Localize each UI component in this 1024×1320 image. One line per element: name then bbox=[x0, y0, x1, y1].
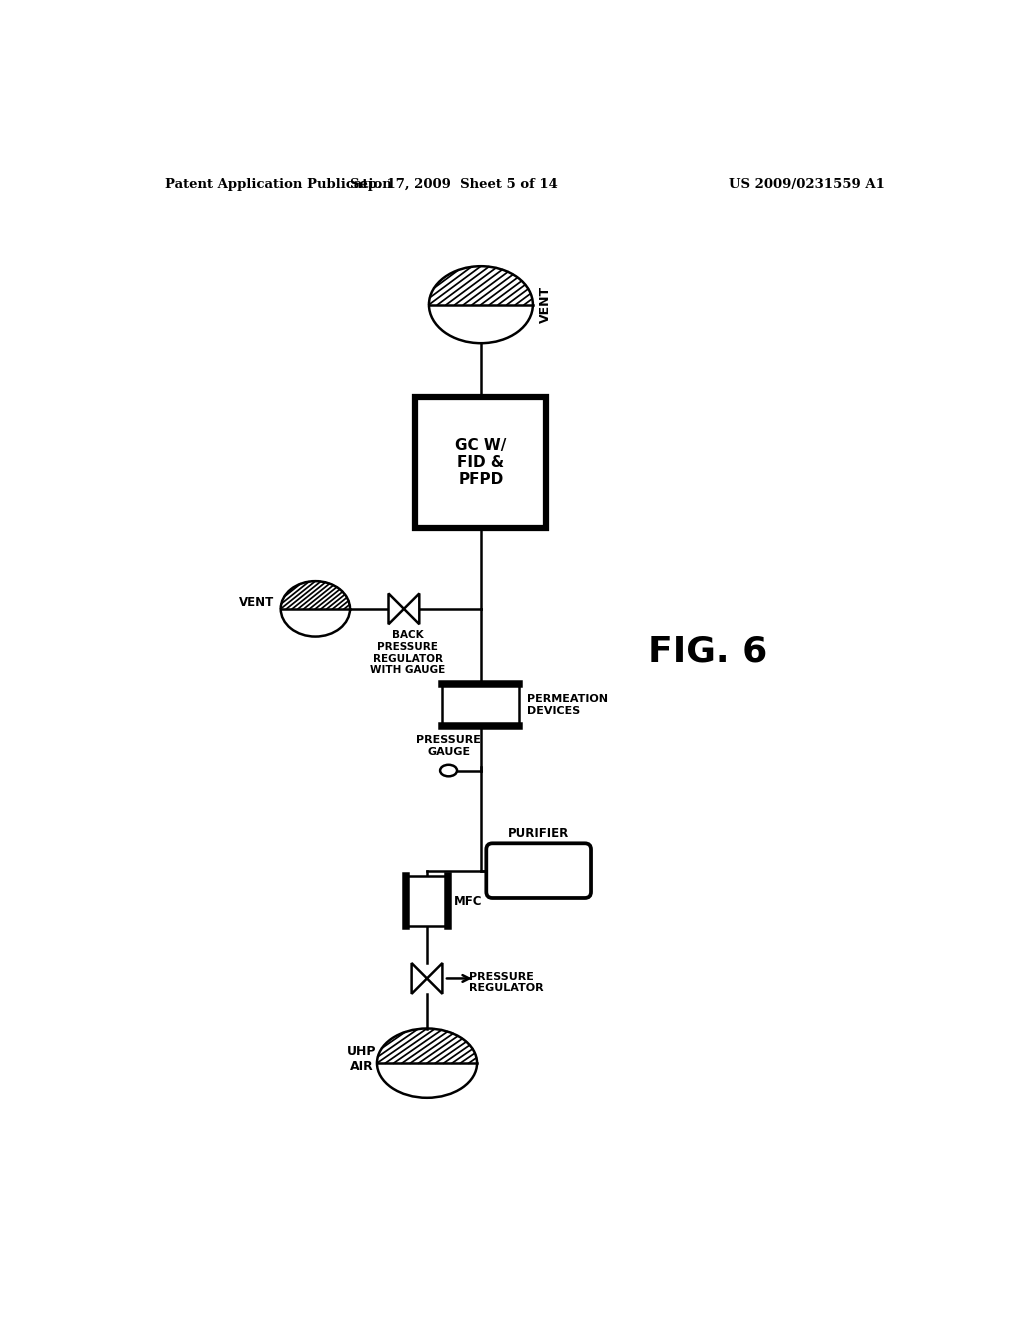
Bar bbox=[416, 397, 547, 528]
Bar bbox=[406, 876, 449, 927]
Text: GC W/
FID &
PFPD: GC W/ FID & PFPD bbox=[456, 438, 507, 487]
Text: VENT: VENT bbox=[240, 597, 274, 610]
Polygon shape bbox=[388, 594, 403, 624]
Text: MFC: MFC bbox=[455, 895, 483, 908]
Text: PRESSURE
REGULATOR: PRESSURE REGULATOR bbox=[469, 972, 544, 993]
Text: Sep. 17, 2009  Sheet 5 of 14: Sep. 17, 2009 Sheet 5 of 14 bbox=[350, 178, 558, 190]
Text: BACK
PRESSURE
REGULATOR
WITH GAUGE: BACK PRESSURE REGULATOR WITH GAUGE bbox=[370, 631, 445, 676]
Text: FIG. 6: FIG. 6 bbox=[648, 634, 768, 668]
Text: PURIFIER: PURIFIER bbox=[508, 828, 569, 841]
Polygon shape bbox=[412, 964, 427, 994]
Polygon shape bbox=[403, 594, 419, 624]
Text: UHP
AIR: UHP AIR bbox=[347, 1045, 376, 1073]
Bar bbox=[442, 684, 519, 726]
Text: PRESSURE
GAUGE: PRESSURE GAUGE bbox=[416, 735, 481, 756]
Text: US 2009/0231559 A1: US 2009/0231559 A1 bbox=[729, 178, 885, 190]
Text: PERMEATION
DEVICES: PERMEATION DEVICES bbox=[527, 694, 608, 715]
Text: Patent Application Publication: Patent Application Publication bbox=[165, 178, 392, 190]
Text: VENT: VENT bbox=[539, 286, 552, 323]
FancyBboxPatch shape bbox=[486, 843, 591, 898]
Polygon shape bbox=[427, 964, 442, 994]
